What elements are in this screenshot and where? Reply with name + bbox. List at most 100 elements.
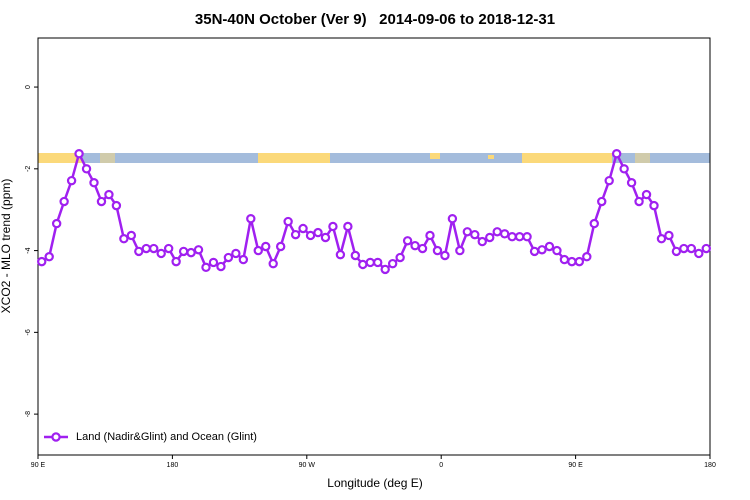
land-ocean-mask [38,153,710,163]
plot-frame [37,37,711,456]
y-tick-label: -8 [25,411,32,417]
data-point [395,252,405,263]
data-point [96,196,107,207]
x-tick-label: 90 W [299,462,316,469]
data-point [193,245,204,255]
data-point [111,200,122,211]
data-point [410,240,420,251]
data-point [485,232,495,243]
x-tick-label: 180 [704,462,716,469]
data-point [649,200,659,211]
data-point [499,229,510,239]
data-point [186,247,196,258]
land-band [488,155,494,159]
data-point [51,218,62,229]
data-point [208,257,219,268]
land-band [38,153,82,163]
data-point [477,236,487,247]
data-point [514,231,525,242]
data-point [37,256,47,267]
data-point [358,259,368,270]
legend-marker [51,432,61,442]
data-point [81,164,92,174]
data-point [447,213,458,224]
data-point [290,229,301,240]
data-point [597,196,607,207]
y-tick-label: -4 [25,247,32,253]
data-point [455,245,465,256]
land-band [522,153,612,163]
data-point [268,258,278,269]
data-point [365,257,375,268]
data-point [126,230,137,241]
data-point [74,148,84,159]
data-point [559,254,570,265]
data-point [686,243,697,254]
data-point [492,227,502,237]
chart-title: 35N-40N October (Ver 9) 2014-09-06 to 20… [195,11,555,28]
data-point [253,245,263,256]
data-point [462,227,473,237]
data-point [231,248,241,259]
data-point [328,221,338,232]
data-point [589,218,599,229]
x-tick-label: 90 E [31,462,46,469]
data-point [261,241,271,252]
data-point [246,213,256,224]
x-tick-label: 0 [439,462,443,469]
data-point [141,243,151,254]
data-point [104,189,114,200]
data-point [440,250,450,261]
data-point [387,258,398,269]
data-point [656,234,667,244]
data-point [320,232,331,243]
data-point [163,243,174,254]
data-point [544,241,555,252]
data-point [149,243,159,254]
data-point [634,196,644,207]
data-point [201,262,211,273]
land-band [100,153,115,163]
data-point [679,243,689,254]
data-point [417,243,428,254]
data-point [89,178,99,188]
legend-label: Land (Nadir&Glint) and Ocean (Glint) [76,431,257,443]
data-point [171,256,181,267]
data-point [537,245,547,255]
data-point [522,231,532,242]
data-point [529,246,540,257]
data-point [432,245,443,256]
y-axis-label: XCO2 - MLO trend (ppm) [0,179,13,314]
y-tick-label: 0 [25,85,32,89]
data-point [350,250,361,261]
data-point [298,223,308,234]
data-point [470,229,480,240]
x-tick-label: 90 E [568,462,583,469]
data-point [619,164,629,174]
data-point [335,249,346,260]
data-point [119,234,129,244]
data-point [343,221,353,232]
data-point [275,241,286,252]
data-point [574,256,585,267]
land-band [258,153,330,163]
data-point [567,256,577,267]
data-point [701,243,711,254]
data-point [671,246,682,257]
data-point [156,248,166,259]
data-point [425,230,435,241]
data-point [507,231,517,242]
data-point [694,248,704,259]
data-point [604,175,614,186]
y-tick-label: -2 [25,166,32,172]
y-tick-label: -6 [25,329,32,335]
data-point [402,236,413,246]
data-point [223,252,234,263]
data-point [44,252,54,262]
data-point [611,148,622,159]
data-point [134,246,144,257]
x-tick-label: 180 [167,462,179,469]
data-point [238,254,249,265]
data-point [582,252,592,262]
